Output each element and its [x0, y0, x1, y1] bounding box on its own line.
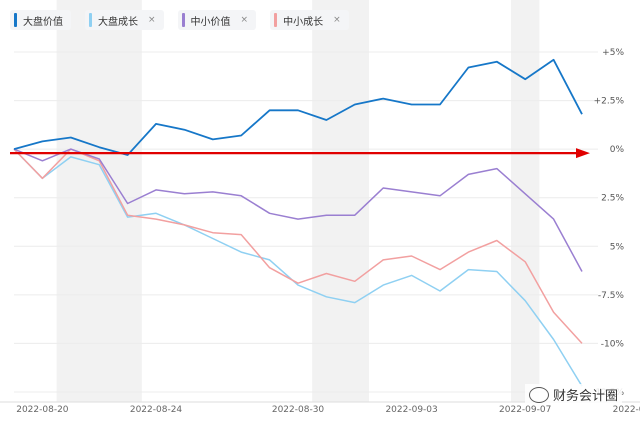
x-tick-label: 2022-09-07 [499, 405, 551, 415]
legend: 大盘价值 大盘成长 × 中小价值 × 中小成长 × [10, 10, 349, 30]
y-tick-label: -7.5% [598, 291, 625, 301]
shaded-band [511, 0, 540, 402]
x-tick-label: 2022-08-24 [130, 405, 183, 415]
x-tick-label: 2022-08-30 [272, 405, 325, 415]
y-tick-label: 0% [610, 145, 625, 155]
legend-label-small-growth: 中小成长 [283, 16, 324, 28]
x-tick-label: 2022-09-11 [613, 405, 640, 415]
y-tick-label: -10% [601, 339, 625, 349]
series-line [13, 148, 583, 272]
legend-swatch-large-value [14, 13, 17, 27]
watermark-text: 财务会计圈 [552, 389, 618, 404]
wechat-icon [528, 386, 549, 403]
legend-item-large-value[interactable]: 大盘价值 [10, 10, 71, 30]
y-tick-label: 2.5% [601, 194, 624, 204]
legend-item-small-value[interactable]: 中小价值 × [177, 10, 257, 30]
legend-swatch-small-value [181, 13, 185, 27]
y-tick-label: +5% [602, 48, 624, 58]
legend-label-small-value: 中小价值 [190, 16, 231, 28]
series-line [13, 58, 583, 156]
legend-item-large-growth[interactable]: 大盘成长 × [85, 10, 164, 30]
legend-swatch-small-growth [274, 13, 278, 27]
shaded-band [312, 0, 369, 402]
y-tick-label: 5% [610, 242, 625, 252]
legend-label-large-growth: 大盘成长 [98, 16, 138, 28]
legend-swatch-large-growth [89, 13, 92, 27]
reference-arrow-head [576, 148, 590, 159]
legend-label-large-value: 大盘价值 [23, 16, 63, 28]
watermark: 财务会计圈 [524, 384, 622, 405]
close-icon[interactable]: × [333, 15, 341, 25]
y-tick-label: +2.5% [594, 97, 625, 107]
legend-item-small-growth[interactable]: 中小成长 × [270, 10, 349, 30]
series-line [13, 148, 583, 344]
close-icon[interactable]: × [148, 15, 156, 25]
shaded-band [56, 0, 142, 402]
close-icon[interactable]: × [240, 15, 249, 25]
x-tick-label: 2022-08-20 [16, 405, 69, 415]
series-line [13, 148, 583, 387]
x-tick-label: 2022-09-03 [385, 405, 437, 415]
